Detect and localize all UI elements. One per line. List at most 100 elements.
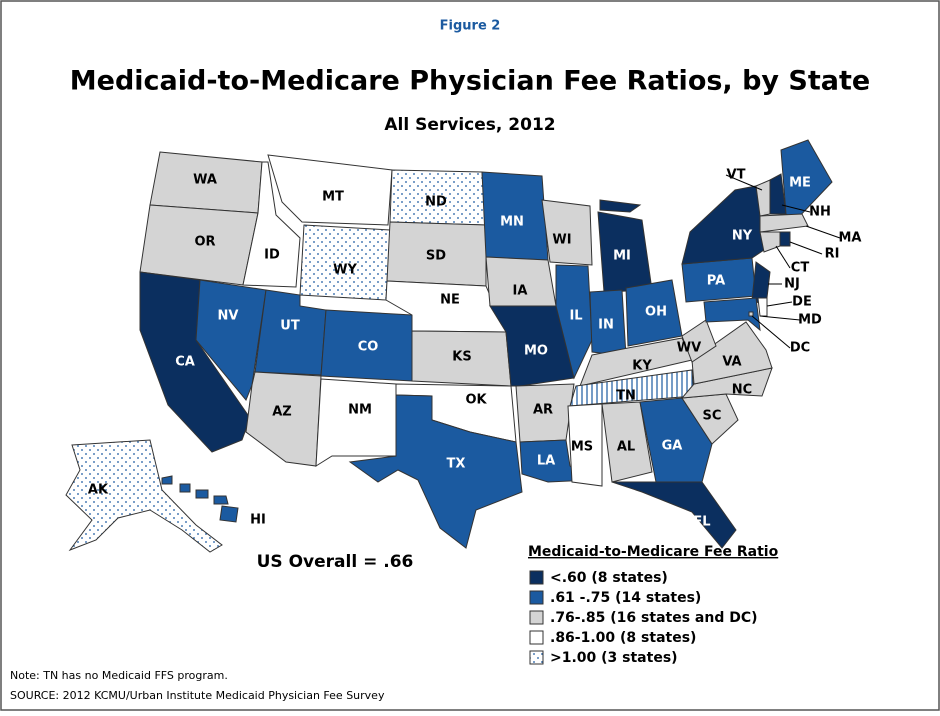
leader-line bbox=[725, 174, 763, 191]
legend-label: .86-1.00 (8 states) bbox=[550, 630, 696, 646]
state-label: NV bbox=[218, 309, 239, 324]
state-shape bbox=[485, 256, 557, 307]
state-label: NJ bbox=[784, 277, 800, 292]
state-label: SC bbox=[703, 409, 722, 424]
state-shape bbox=[681, 185, 771, 265]
state-label: OK bbox=[465, 393, 487, 408]
state-shape bbox=[691, 321, 773, 385]
state-label: NE bbox=[440, 293, 460, 308]
figure-label: Figure 2 bbox=[440, 19, 501, 34]
state-shape bbox=[703, 297, 761, 332]
state-shape bbox=[65, 439, 223, 553]
state-label: ID bbox=[264, 248, 280, 263]
legend-swatch bbox=[529, 570, 544, 585]
state-label: GA bbox=[662, 439, 683, 454]
state-label: VA bbox=[722, 355, 741, 370]
state-shape bbox=[780, 139, 833, 221]
state-label: KY bbox=[632, 359, 652, 374]
state-shape bbox=[315, 378, 397, 467]
state-shape bbox=[567, 403, 603, 487]
state-label: FL bbox=[693, 515, 710, 530]
state-label: NM bbox=[348, 403, 372, 418]
state-shape bbox=[267, 154, 393, 226]
state-shape bbox=[242, 161, 301, 288]
leader-line bbox=[789, 241, 823, 255]
state-label: RI bbox=[825, 247, 840, 262]
state-label: AL bbox=[617, 440, 635, 455]
state-label: WI bbox=[552, 233, 571, 248]
state-label: IA bbox=[513, 284, 528, 299]
state-label: HI bbox=[250, 513, 266, 528]
legend-label: .61 -.75 (14 states) bbox=[550, 590, 701, 606]
state-shape bbox=[161, 475, 173, 485]
state-label: VT bbox=[727, 168, 746, 183]
state-shape bbox=[179, 483, 191, 493]
legend-swatch bbox=[529, 610, 544, 625]
legend-swatch bbox=[529, 630, 544, 645]
leader-line bbox=[775, 245, 791, 269]
state-label: IN bbox=[598, 318, 614, 333]
state-label: TN bbox=[616, 389, 636, 404]
state-label: NC bbox=[732, 383, 752, 398]
overall: US Overall = .66 bbox=[257, 552, 414, 572]
state-shape bbox=[555, 264, 593, 380]
state-shape bbox=[779, 231, 791, 247]
state-label: ND bbox=[425, 195, 447, 210]
leader-line bbox=[766, 301, 793, 307]
leader-line bbox=[751, 315, 791, 349]
state-label: IL bbox=[569, 309, 582, 324]
leader-line bbox=[805, 225, 841, 239]
state-label: KS bbox=[452, 350, 471, 365]
state-label: MI bbox=[613, 249, 631, 264]
state-shape bbox=[245, 371, 322, 467]
state-label: PA bbox=[707, 274, 725, 289]
state-label: DC bbox=[790, 341, 810, 356]
state-label: AR bbox=[533, 403, 553, 418]
title: Medicaid-to-Medicare Physician Fee Ratio… bbox=[70, 66, 870, 97]
state-label: LA bbox=[537, 454, 555, 469]
state-shape bbox=[681, 319, 717, 363]
state-shape bbox=[759, 213, 809, 233]
note: SOURCE: 2012 KCMU/Urban Institute Medica… bbox=[10, 689, 385, 702]
state-label: WA bbox=[193, 173, 217, 188]
state-label: DE bbox=[792, 295, 812, 310]
state-shape bbox=[757, 297, 768, 317]
state-label: NH bbox=[809, 205, 831, 220]
state-label: WV bbox=[677, 341, 701, 356]
state-label: NY bbox=[732, 229, 753, 244]
state-label: CT bbox=[791, 261, 810, 276]
legend-label: >1.00 (3 states) bbox=[550, 650, 678, 666]
state-label: SD bbox=[426, 249, 446, 264]
legend-swatch bbox=[529, 650, 544, 665]
state-label: UT bbox=[280, 319, 300, 334]
state-label: ME bbox=[789, 176, 811, 191]
state-shape bbox=[348, 394, 523, 549]
state-label: MO bbox=[524, 344, 548, 359]
legend-title: Medicaid-to-Medicare Fee Ratio bbox=[528, 544, 779, 560]
state-label: WY bbox=[333, 263, 357, 278]
state-label: MA bbox=[839, 231, 862, 246]
state-shape bbox=[759, 231, 781, 253]
leader-line bbox=[759, 315, 801, 321]
state-shape bbox=[541, 199, 593, 266]
state-label: AK bbox=[88, 483, 109, 498]
state-shape bbox=[639, 397, 713, 483]
state-label: MD bbox=[798, 313, 822, 328]
state-label: AZ bbox=[272, 405, 292, 420]
state-shape bbox=[599, 199, 642, 213]
state-shape bbox=[219, 505, 239, 523]
state-shape bbox=[748, 311, 754, 317]
state-shape bbox=[213, 495, 229, 505]
state-label: MN bbox=[500, 215, 524, 230]
state-label: MT bbox=[322, 190, 344, 205]
subtitle: All Services, 2012 bbox=[384, 115, 555, 135]
state-label: TX bbox=[447, 457, 466, 472]
legend-label: <.60 (8 states) bbox=[550, 570, 668, 586]
state-label: CO bbox=[358, 340, 379, 355]
note: Note: TN has no Medicaid FFS program. bbox=[10, 669, 228, 682]
state-shape bbox=[601, 401, 653, 483]
state-label: CA bbox=[175, 355, 195, 370]
state-label: OR bbox=[194, 235, 215, 250]
